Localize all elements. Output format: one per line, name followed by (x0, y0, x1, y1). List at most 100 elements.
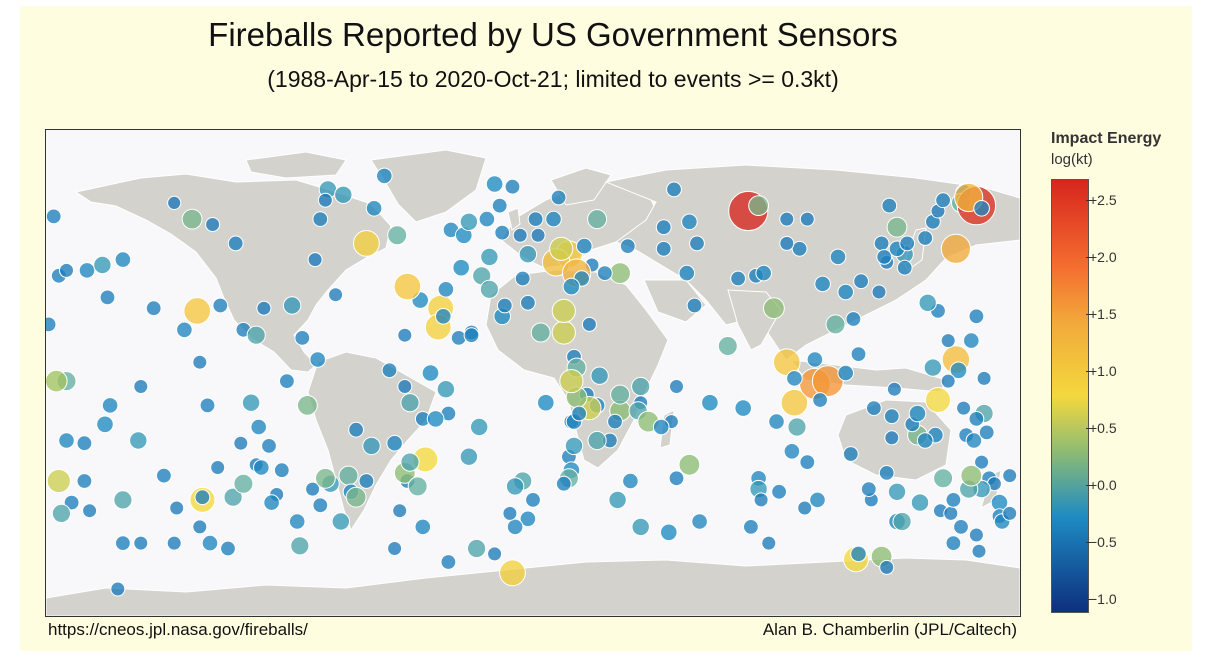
fireball-marker[interactable] (886, 216, 908, 238)
fireball-marker[interactable] (755, 264, 773, 282)
fireball-marker[interactable] (386, 434, 403, 452)
fireball-marker[interactable] (918, 293, 937, 313)
fireball-marker[interactable] (387, 225, 408, 246)
fireball-marker[interactable] (799, 211, 815, 227)
fireball-marker[interactable] (884, 430, 900, 446)
fireball-marker[interactable] (537, 393, 555, 412)
fireball-marker[interactable] (113, 490, 133, 510)
fireball-marker[interactable] (421, 364, 440, 382)
fireball-marker[interactable] (668, 470, 685, 487)
fireball-marker[interactable] (876, 249, 893, 265)
fireball-marker[interactable] (978, 424, 995, 441)
fireball-marker[interactable] (46, 369, 68, 393)
fireball-marker[interactable] (551, 298, 576, 323)
fireball-marker[interactable] (169, 500, 185, 516)
fireball-marker[interactable] (99, 289, 116, 306)
fireball-marker[interactable] (883, 408, 900, 425)
fireball-marker[interactable] (734, 399, 753, 417)
fireball-marker[interactable] (916, 432, 934, 449)
fireball-marker[interactable] (194, 489, 211, 506)
fireball-marker[interactable] (58, 432, 75, 449)
fireball-marker[interactable] (945, 492, 962, 508)
fireball-marker[interactable] (331, 512, 350, 531)
fireball-marker[interactable] (494, 224, 511, 241)
fireball-marker[interactable] (82, 503, 98, 519)
fireball-marker[interactable] (596, 265, 613, 282)
fireball-marker[interactable] (181, 208, 203, 230)
fireball-marker[interactable] (294, 330, 311, 346)
fireball-marker[interactable] (312, 211, 329, 227)
fireball-marker[interactable] (133, 535, 149, 551)
fireball-marker[interactable] (480, 247, 499, 267)
fireball-marker[interactable] (812, 392, 828, 408)
fireball-marker[interactable] (791, 240, 808, 257)
fireball-marker[interactable] (837, 283, 855, 301)
fireball-marker[interactable] (381, 362, 398, 379)
fireball-marker[interactable] (669, 379, 684, 394)
fireball-marker[interactable] (514, 270, 531, 287)
fireball-marker[interactable] (763, 297, 785, 320)
fireball-marker[interactable] (76, 473, 93, 489)
fireball-marker[interactable] (963, 332, 980, 349)
fireball-marker[interactable] (797, 500, 813, 516)
fireball-marker[interactable] (571, 405, 587, 422)
fireball-marker[interactable] (233, 435, 249, 451)
fireball-marker[interactable] (400, 452, 420, 472)
fireball-marker[interactable] (940, 233, 972, 264)
fireball-marker[interactable] (551, 320, 576, 345)
fireball-marker[interactable] (780, 388, 809, 417)
fireball-marker[interactable] (459, 212, 479, 232)
fireball-marker[interactable] (387, 541, 403, 556)
fireball-marker[interactable] (250, 418, 267, 436)
fireball-marker[interactable] (414, 518, 432, 536)
fireball-marker[interactable] (348, 421, 365, 438)
fireball-marker[interactable] (768, 413, 785, 430)
fireball-marker[interactable] (437, 281, 455, 298)
fireball-marker[interactable] (910, 493, 930, 512)
fireball-marker[interactable] (129, 431, 148, 450)
fireball-marker[interactable] (133, 379, 149, 394)
fireball-marker[interactable] (470, 417, 489, 437)
fireball-marker[interactable] (156, 467, 172, 484)
fireball-marker[interactable] (968, 411, 985, 427)
fireball-marker[interactable] (971, 543, 987, 559)
fireball-marker[interactable] (199, 397, 216, 414)
fireball-marker[interactable] (678, 453, 701, 476)
fireball-marker[interactable] (345, 486, 367, 508)
fireball-marker[interactable] (46, 468, 71, 494)
world-map[interactable] (45, 129, 1021, 617)
fireball-marker[interactable] (192, 354, 208, 370)
fireball-marker[interactable] (829, 248, 847, 266)
fireball-marker[interactable] (806, 351, 824, 368)
fireball-marker[interactable] (393, 272, 422, 301)
fireball-marker[interactable] (555, 475, 572, 492)
fireball-marker[interactable] (459, 447, 479, 466)
fireball-marker[interactable] (631, 517, 650, 537)
fireball-marker[interactable] (288, 513, 306, 530)
fireball-marker[interactable] (850, 346, 867, 363)
fireball-marker[interactable] (717, 336, 738, 356)
fireball-marker[interactable] (220, 540, 236, 557)
fireball-marker[interactable] (499, 559, 526, 587)
fireball-marker[interactable] (530, 322, 551, 343)
fireball-marker[interactable] (923, 358, 943, 377)
fireball-marker[interactable] (176, 321, 193, 339)
fireball-marker[interactable] (917, 230, 934, 246)
fireball-marker[interactable] (297, 395, 318, 416)
fireball-marker[interactable] (960, 464, 983, 487)
fireball-marker[interactable] (328, 287, 344, 303)
fireball-marker[interactable] (506, 518, 524, 536)
fireball-marker[interactable] (576, 237, 593, 255)
fireball-marker[interactable] (933, 468, 954, 489)
fireball-marker[interactable] (853, 273, 869, 290)
map-canvas[interactable] (46, 130, 1020, 616)
fireball-marker[interactable] (233, 473, 254, 494)
fireball-marker[interactable] (956, 400, 972, 416)
fireball-marker[interactable] (581, 316, 597, 332)
fireball-marker[interactable] (246, 325, 266, 345)
fireball-marker[interactable] (436, 380, 456, 399)
fireball-marker[interactable] (1002, 505, 1018, 521)
fireball-marker[interactable] (358, 473, 375, 489)
fireball-marker[interactable] (871, 284, 887, 300)
fireball-marker[interactable] (192, 519, 208, 535)
